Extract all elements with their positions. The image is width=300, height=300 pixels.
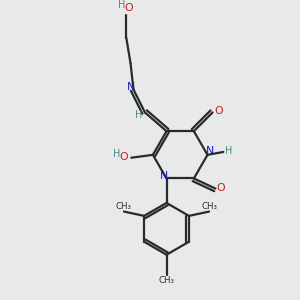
Text: O: O bbox=[124, 3, 133, 14]
Text: H: H bbox=[225, 146, 232, 155]
Text: H: H bbox=[135, 110, 142, 120]
Text: N: N bbox=[160, 171, 168, 181]
Text: CH₃: CH₃ bbox=[201, 202, 217, 211]
Text: O: O bbox=[119, 152, 128, 162]
Text: N: N bbox=[127, 82, 135, 92]
Text: CH₃: CH₃ bbox=[158, 276, 175, 285]
Text: O: O bbox=[217, 183, 226, 193]
Text: H: H bbox=[118, 0, 125, 10]
Text: O: O bbox=[214, 106, 223, 116]
Text: N: N bbox=[206, 146, 214, 156]
Text: H: H bbox=[113, 149, 121, 159]
Text: CH₃: CH₃ bbox=[116, 202, 131, 211]
